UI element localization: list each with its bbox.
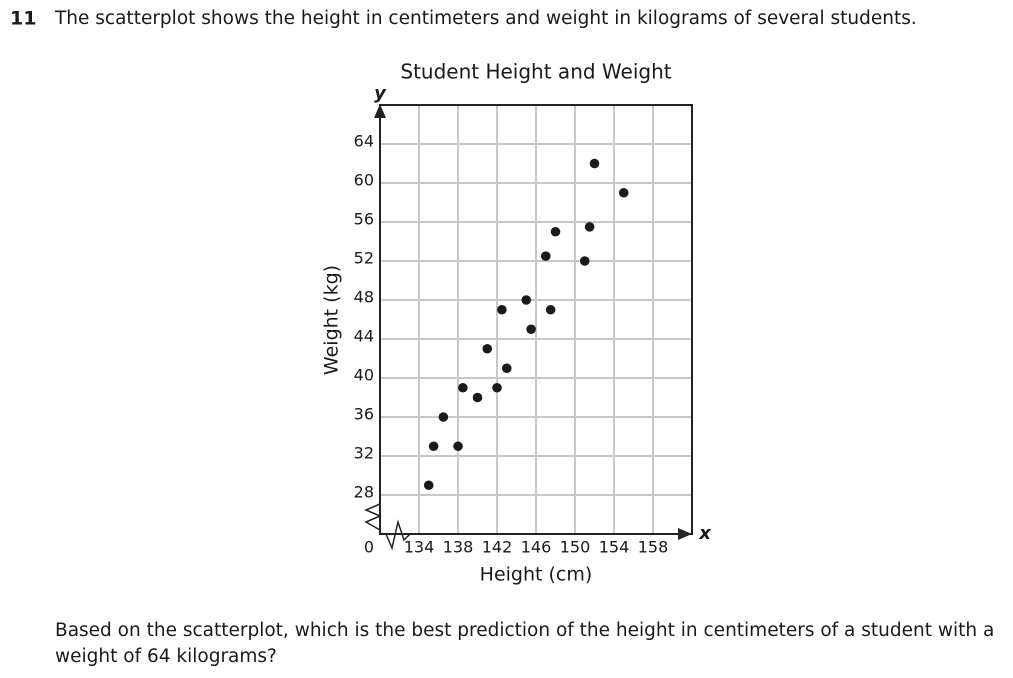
y-axis-symbol: y xyxy=(374,83,387,104)
chart-title: Student Height and Weight xyxy=(400,60,671,84)
point xyxy=(501,363,512,374)
point xyxy=(589,158,600,169)
x-tick-label: 158 xyxy=(638,538,669,557)
point xyxy=(545,304,556,315)
point xyxy=(540,251,551,261)
y-break xyxy=(364,503,382,531)
point xyxy=(438,412,449,422)
point xyxy=(492,382,502,393)
point xyxy=(453,441,463,452)
y-tick-label: 60 xyxy=(354,171,374,190)
point xyxy=(458,382,468,393)
y-tick-label: 52 xyxy=(354,249,374,268)
point xyxy=(497,304,507,315)
question-prompt: Based on the scatterplot, which is the b… xyxy=(55,620,995,667)
point xyxy=(618,187,629,198)
point xyxy=(482,343,493,354)
y-tick-label: 56 xyxy=(354,210,374,229)
grid xyxy=(380,105,692,534)
y-tick-label: 36 xyxy=(354,405,374,424)
y-tick-label: 44 xyxy=(354,327,374,346)
y-arrow xyxy=(374,104,386,118)
point xyxy=(472,392,483,403)
x-axis-label: Height (cm) xyxy=(480,564,593,586)
x-arrow xyxy=(678,528,692,540)
y-tick-label: 32 xyxy=(354,444,374,463)
y-tick-label: 48 xyxy=(354,288,374,307)
point xyxy=(584,222,595,232)
point xyxy=(526,324,536,335)
y-tick-label: 40 xyxy=(354,366,374,385)
question-intro: The scatterplot shows the height in cent… xyxy=(54,8,917,29)
question-number: 11 xyxy=(10,8,36,30)
x-tick-label: 150 xyxy=(560,538,591,557)
x-break xyxy=(385,519,411,551)
x-tick-label: 154 xyxy=(599,538,630,557)
point xyxy=(428,441,439,452)
x-tick-label: 146 xyxy=(521,538,552,557)
x-tick-label: 138 xyxy=(443,538,474,557)
points xyxy=(423,158,629,491)
y-tick-label: 64 xyxy=(354,132,374,151)
origin-label: 0 xyxy=(364,538,374,557)
y-tick-label: 28 xyxy=(354,483,374,502)
x-tick-label: 142 xyxy=(482,538,513,557)
point xyxy=(579,256,590,266)
x-tick-label: 134 xyxy=(404,538,435,557)
point xyxy=(521,295,532,305)
y-axis-label: Weight (kg) xyxy=(321,265,343,375)
x-axis-symbol: x xyxy=(698,523,712,544)
point xyxy=(423,480,434,491)
point xyxy=(550,226,561,237)
